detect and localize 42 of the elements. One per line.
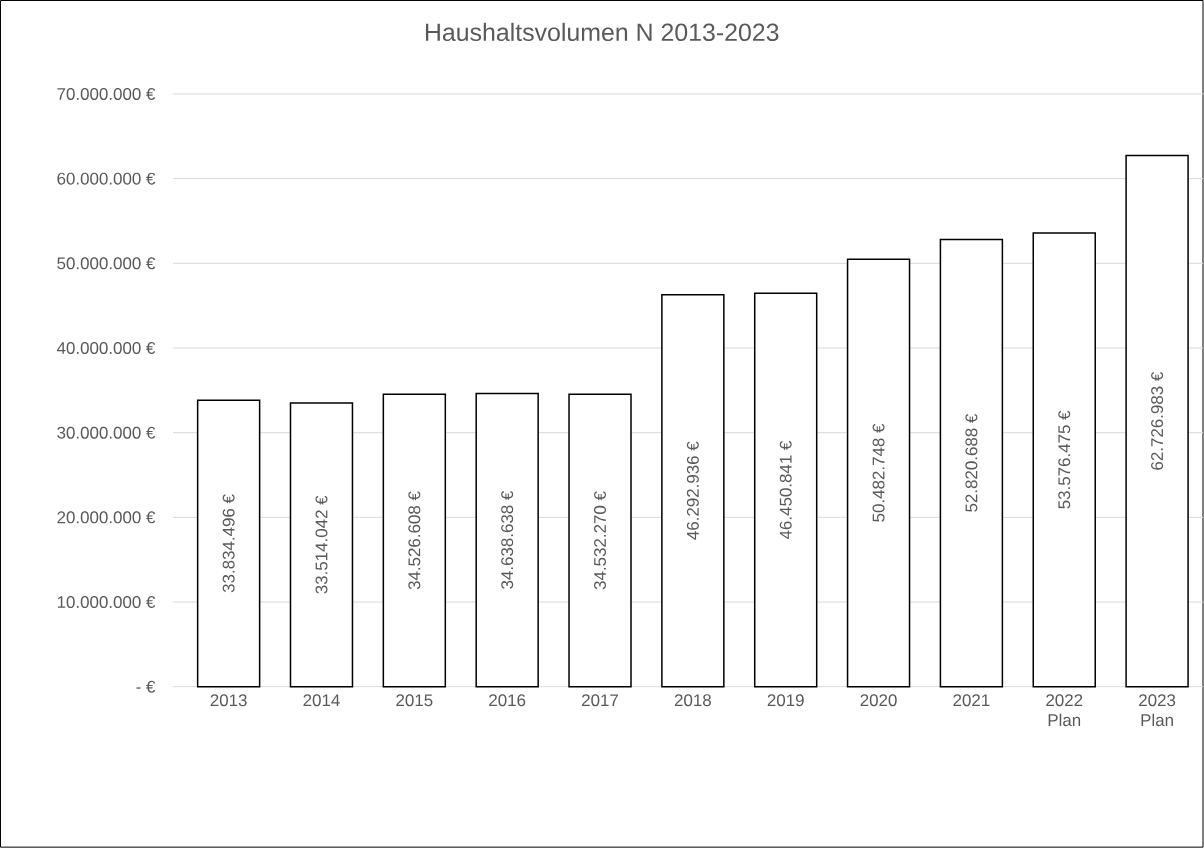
x-tick-label: 2017 <box>582 694 618 707</box>
data-label: 53.576.475 € <box>1058 410 1071 509</box>
x-tick-label: 2016 <box>489 694 526 707</box>
x-tick-label: 2023 Plan <box>1139 694 1176 727</box>
y-tick-label: 30.000.000 € <box>57 426 156 439</box>
data-label: 50.482.748 € <box>872 423 885 522</box>
data-label: 52.820.688 € <box>965 414 978 512</box>
y-tick-label: 50.000.000 € <box>57 257 156 270</box>
bar <box>753 292 818 688</box>
y-tick-label: 20.000.000 € <box>57 511 156 524</box>
y-tick-label: - € <box>136 680 156 693</box>
y-tick-label: 70.000.000 € <box>57 88 156 101</box>
data-label: 34.526.608 € <box>408 491 421 590</box>
data-label: 34.638.638 € <box>501 491 514 590</box>
chart-title: Haushaltsvolumen N 2013-2023 <box>425 23 779 42</box>
bar <box>568 393 632 688</box>
bar <box>661 294 725 688</box>
bar <box>1125 154 1189 688</box>
data-label: 62.726.983 € <box>1151 372 1164 470</box>
x-tick-label: 2014 <box>303 694 340 707</box>
y-tick-label: 60.000.000 € <box>57 172 156 185</box>
y-tick-label: 40.000.000 € <box>56 342 156 355</box>
data-label: 46.292.936 € <box>686 441 699 540</box>
bar <box>289 402 354 688</box>
x-tick-label: 2013 <box>210 694 247 707</box>
x-tick-label: 2021 <box>953 694 990 707</box>
bar <box>846 258 911 688</box>
data-label: 33.834.496 € <box>222 494 235 593</box>
data-label: 33.514.042 € <box>315 495 328 594</box>
bar <box>475 392 539 688</box>
x-tick-label: 2019 <box>767 694 804 707</box>
x-tick-label: 2018 <box>674 694 711 707</box>
x-tick-label: 2022 Plan <box>1046 694 1083 727</box>
x-tick-label: 2020 <box>860 694 897 707</box>
bar <box>196 399 261 688</box>
bar <box>382 393 447 688</box>
bar <box>1032 232 1096 688</box>
data-label: 34.532.270 € <box>594 491 607 590</box>
data-label: 46.450.841 € <box>779 441 792 540</box>
bar <box>939 238 1004 688</box>
y-tick-label: 10.000.000 € <box>57 596 156 609</box>
x-tick-label: 2015 <box>396 694 433 707</box>
